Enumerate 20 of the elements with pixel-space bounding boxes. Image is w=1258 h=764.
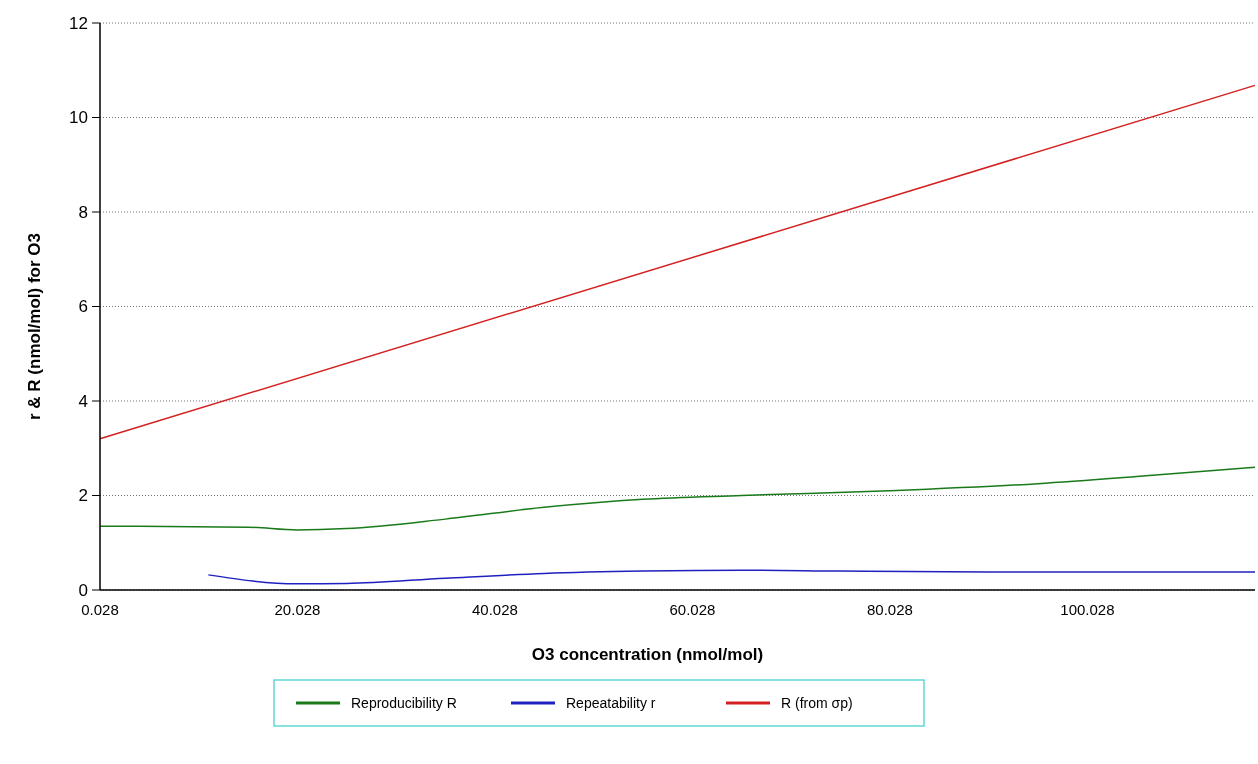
line-series	[99, 466, 1256, 531]
y-tick-label: 10	[69, 108, 88, 128]
y-axis-title: r & R (nmol/mol) for O3	[25, 233, 44, 420]
x-tick-label: 0.028	[81, 601, 119, 618]
y-tick-label: 6	[78, 297, 88, 317]
x-tick-label: 80.028	[866, 601, 913, 618]
y-tick-label: 12	[69, 13, 88, 33]
x-tick-label: 60.028	[669, 601, 716, 618]
legend-label: Reproducibility R	[351, 694, 457, 711]
legend-label: Repeatability r	[566, 694, 656, 711]
y-tick-label: 0	[78, 580, 88, 600]
y-tick-label: 2	[78, 486, 88, 506]
x-tick-label: 20.028	[274, 601, 321, 618]
y-tick-label: 4	[78, 391, 88, 411]
legend-label: R (from σp)	[781, 694, 853, 711]
line-series	[207, 569, 1256, 585]
x-tick-label: 40.028	[472, 601, 518, 618]
x-axis-title: O3 concentration (nmol/mol)	[531, 645, 764, 664]
x-tick-label: 100.028	[1060, 601, 1115, 618]
y-tick-label: 8	[78, 202, 88, 222]
